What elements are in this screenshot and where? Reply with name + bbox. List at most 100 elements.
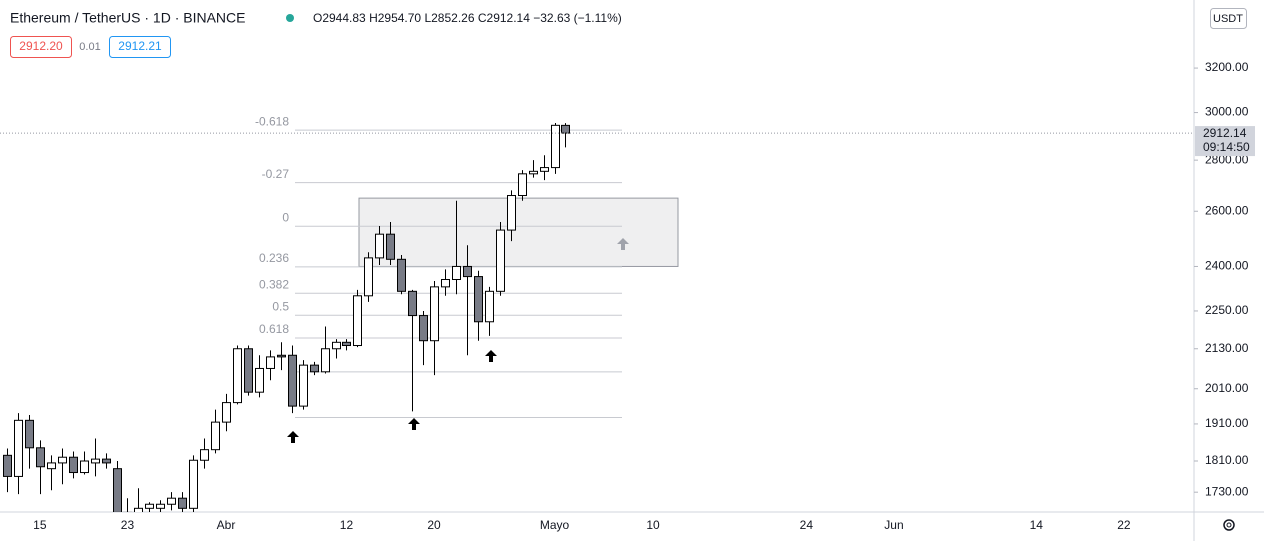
x-tick-label: Mayo xyxy=(540,518,570,532)
last-price-box xyxy=(1195,126,1255,157)
ohlc-low: L2852.26 xyxy=(424,11,474,25)
candle-body xyxy=(102,458,111,464)
candle-body xyxy=(91,458,100,464)
axes: 1730.00 1810.00 1910.00 2010.00 2130.00 2250.… xyxy=(33,60,1255,532)
candle-body xyxy=(342,341,351,347)
x-tick-label: 20 xyxy=(427,518,441,532)
candle-body xyxy=(211,421,220,451)
y-tick-label: 2010.00 xyxy=(1205,381,1249,395)
candle-body xyxy=(364,257,373,297)
candle-body xyxy=(14,419,23,477)
candle-body xyxy=(80,460,89,474)
y-tick-label: 3000.00 xyxy=(1205,105,1249,119)
y-tick-label: 3200.00 xyxy=(1205,60,1249,74)
price-zone xyxy=(358,197,679,267)
fib-level-label: -0.618 xyxy=(255,114,289,128)
fib-level-label: 0 xyxy=(282,210,289,224)
fib-level-label: 0.236 xyxy=(259,251,289,265)
currency-button[interactable] xyxy=(1210,8,1247,29)
candle-body xyxy=(145,503,154,509)
x-tick-label: 10 xyxy=(646,518,660,532)
currency-label[interactable]: USDT xyxy=(1213,13,1243,25)
candle-body xyxy=(167,497,176,505)
spread: 0.01 xyxy=(79,41,100,53)
ohlc-open: O2944.83 xyxy=(313,11,366,25)
candle-body xyxy=(156,503,165,509)
x-tick-label: Abr xyxy=(217,518,236,532)
candle-body xyxy=(463,265,472,278)
candle-body xyxy=(222,402,231,423)
y-tick-label: 2600.00 xyxy=(1205,203,1249,217)
arrow xyxy=(408,418,420,430)
candle-body xyxy=(47,462,56,470)
candle-body xyxy=(419,315,428,342)
candle-body xyxy=(332,341,341,350)
candle-body xyxy=(441,279,450,288)
candle-body xyxy=(113,468,122,512)
candle-body xyxy=(288,354,297,407)
x-tick-label: 15 xyxy=(33,518,47,532)
candle-body xyxy=(408,290,417,317)
candle-body xyxy=(474,276,483,323)
ask-price[interactable]: 2912.21 xyxy=(118,39,162,53)
y-tick-label: 1810.00 xyxy=(1205,453,1249,467)
candle-body xyxy=(321,348,330,373)
candle-body xyxy=(507,195,516,231)
bid-price[interactable]: 2912.20 xyxy=(19,39,63,53)
arrow xyxy=(287,431,299,443)
candle-body xyxy=(189,459,198,509)
candle-body xyxy=(540,167,549,172)
symbol-title: Ethereum / TetherUS · 1D · BINANCE xyxy=(10,10,245,26)
ohlc-readout: O2944.83 H2954.70 L2852.26 C2912.14 −32.… xyxy=(313,11,622,25)
candle-body xyxy=(25,419,34,449)
arrow xyxy=(617,238,629,250)
settings-icon[interactable] xyxy=(1223,519,1235,531)
candle-body xyxy=(244,348,253,393)
candle-body xyxy=(233,348,242,404)
candle-body xyxy=(255,367,264,393)
candle-body xyxy=(266,356,275,369)
ohlc-close: C2912.14 xyxy=(478,11,530,25)
arrow xyxy=(485,350,497,362)
candle-body xyxy=(485,290,494,323)
x-tick-label: 22 xyxy=(1117,518,1131,532)
candle-body xyxy=(200,449,209,461)
x-tick-label: Jun xyxy=(884,518,903,532)
up-arrow-markers xyxy=(287,238,629,443)
countdown-label: 09:14:50 xyxy=(1203,140,1250,154)
ohlc-high: H2954.70 xyxy=(369,11,421,25)
candle-body xyxy=(452,265,461,281)
y-tick-label: 2250.00 xyxy=(1205,303,1249,317)
x-tick-label: 23 xyxy=(121,518,135,532)
candle-body xyxy=(430,286,439,342)
candle-body xyxy=(375,233,384,259)
candle-body xyxy=(3,454,12,477)
candle-body xyxy=(551,124,560,169)
plot-area: -0.618 -0.27 0 0.236 0.382 0.5 0.618 xyxy=(0,114,1194,512)
fib-level-label: -0.27 xyxy=(262,167,290,181)
candle-body xyxy=(134,507,143,512)
candle-body xyxy=(397,258,406,292)
candle-body xyxy=(58,456,67,464)
y-tick-label: 1910.00 xyxy=(1205,416,1249,430)
candle-body xyxy=(518,173,527,197)
candle-body xyxy=(496,229,505,292)
x-tick-label: 12 xyxy=(340,518,354,532)
ohlc-change: −32.63 (−1.11%) xyxy=(533,11,622,25)
market-status-dot[interactable] xyxy=(286,14,294,22)
x-tick-label: 14 xyxy=(1030,518,1044,532)
last-price-label: 2912.14 xyxy=(1203,126,1247,140)
fib-level-label: 0.618 xyxy=(259,322,289,336)
x-tick-label: 24 xyxy=(800,518,814,532)
candle-body xyxy=(386,233,395,260)
candle-body xyxy=(277,354,286,358)
buy-button[interactable] xyxy=(109,36,171,58)
candle-body xyxy=(310,364,319,373)
candle-body xyxy=(299,364,308,407)
candle-body xyxy=(178,497,187,509)
sell-button[interactable] xyxy=(10,36,72,58)
candle-body xyxy=(36,447,45,468)
candle-body xyxy=(69,456,78,474)
